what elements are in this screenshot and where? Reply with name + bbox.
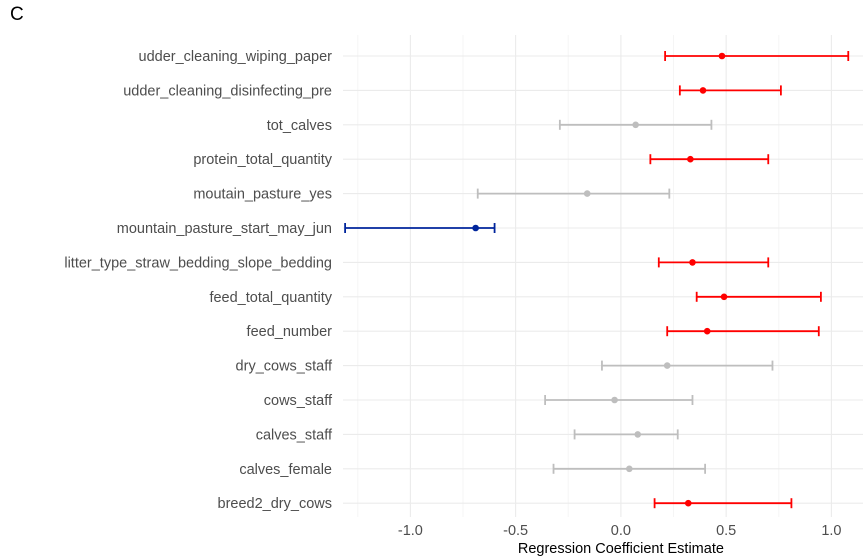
estimate-point xyxy=(689,259,696,266)
y-category-label: feed_number xyxy=(247,324,333,340)
estimate-point xyxy=(634,431,642,438)
x-tick-label: 0.0 xyxy=(611,523,631,539)
y-category-label: udder_cleaning_wiping_paper xyxy=(139,49,333,65)
y-category-label: calves_staff xyxy=(256,427,333,443)
y-category-label: mountain_pasture_start_may_jun xyxy=(117,221,332,237)
x-tick-label: 1.0 xyxy=(821,523,841,539)
y-category-label: tot_calves xyxy=(267,118,332,134)
estimate-point xyxy=(632,121,639,129)
y-category-label: cows_staff xyxy=(264,393,333,409)
x-tick-label: -1.0 xyxy=(398,523,423,539)
panel-label: C xyxy=(10,4,24,25)
estimate-point xyxy=(472,224,479,232)
estimate-point xyxy=(684,499,692,507)
estimate-point xyxy=(699,87,707,94)
estimate-point xyxy=(626,465,633,473)
estimate-point xyxy=(720,293,728,301)
y-category-label: dry_cows_staff xyxy=(236,359,333,375)
x-axis-title: Regression Coefficient Estimate xyxy=(518,541,724,557)
y-category-label: breed2_dry_cows xyxy=(218,496,332,512)
y-category-label: feed_total_quantity xyxy=(209,290,332,306)
estimate-point xyxy=(687,155,694,163)
y-category-label: litter_type_straw_bedding_slope_bedding xyxy=(64,255,332,271)
y-category-label: protein_total_quantity xyxy=(193,152,332,168)
y-category-label: moutain_pasture_yes xyxy=(193,187,332,203)
y-category-label: calves_female xyxy=(239,462,332,478)
estimate-point xyxy=(703,327,711,335)
x-tick-label: 0.5 xyxy=(716,523,736,539)
estimate-point xyxy=(583,190,591,197)
estimate-point xyxy=(718,52,726,60)
estimate-point xyxy=(611,396,618,404)
y-category-label: udder_cleaning_disinfecting_pre xyxy=(123,83,332,99)
estimate-point xyxy=(663,362,671,369)
x-tick-label: -0.5 xyxy=(503,523,528,539)
